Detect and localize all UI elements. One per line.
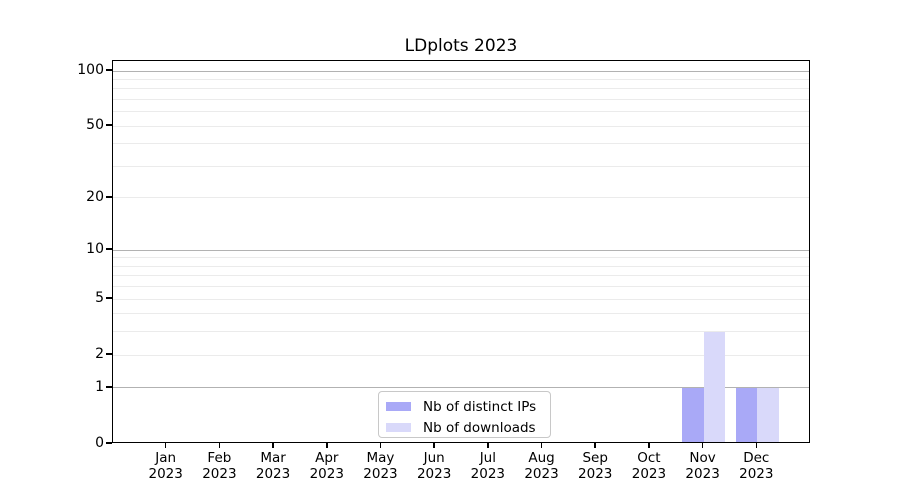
- y-gridline-minor: [113, 88, 809, 90]
- y-gridline-major: [113, 70, 809, 72]
- y-gridline-minor: [113, 265, 809, 267]
- x-tick: [594, 443, 596, 448]
- x-tick-label-month: Nov: [689, 450, 716, 466]
- x-tick-label-year: 2023: [255, 466, 291, 482]
- x-tick-label: Mar 2023: [245, 450, 301, 482]
- y-tick: [106, 442, 112, 444]
- x-tick-label-month: Feb: [207, 450, 232, 466]
- x-tick-label-year: 2023: [148, 466, 183, 482]
- x-tick-label-year: 2023: [578, 466, 613, 482]
- x-tick-label: Nov 2023: [675, 450, 731, 482]
- x-tick-label: Aug 2023: [514, 450, 570, 482]
- y-tick: [106, 69, 112, 71]
- x-tick: [272, 443, 274, 448]
- x-tick-label-month: Jul: [479, 450, 496, 466]
- y-tick: [106, 297, 112, 299]
- x-tick-label-month: Apr: [315, 450, 339, 466]
- x-tick-label-month: Jun: [423, 450, 445, 466]
- x-tick-label: Sep 2023: [567, 450, 623, 482]
- x-tick-label: Jul 2023: [460, 450, 516, 482]
- legend-label-downloads: Nb of downloads: [423, 419, 536, 436]
- bar-nov-downloads: [703, 331, 726, 443]
- legend-swatch-distinct-ips: [386, 402, 411, 411]
- y-gridline-minor: [113, 298, 809, 300]
- x-tick-label-year: 2023: [202, 466, 237, 482]
- y-gridline-minor: [113, 313, 809, 315]
- x-tick-label-year: 2023: [739, 466, 774, 482]
- y-tick: [106, 386, 112, 388]
- x-tick: [379, 443, 382, 448]
- y-tick-label: 20: [86, 188, 104, 205]
- x-tick-label: May 2023: [352, 450, 408, 482]
- y-gridline-minor: [113, 257, 809, 259]
- x-tick: [164, 443, 167, 448]
- y-tick: [106, 248, 112, 250]
- y-tick-label: 50: [86, 117, 104, 134]
- bar-nov-distinct-ips: [682, 387, 704, 443]
- plot-area: [112, 60, 810, 443]
- y-tick-label: 0: [95, 435, 104, 451]
- y-tick-label: 10: [86, 241, 104, 258]
- x-tick-label-year: 2023: [631, 466, 667, 482]
- y-gridline-minor: [113, 125, 809, 127]
- x-tick-label-year: 2023: [416, 466, 452, 482]
- y-gridline-minor: [113, 165, 809, 167]
- x-tick-label-year: 2023: [685, 466, 720, 482]
- bar-dec-downloads: [757, 387, 779, 443]
- y-gridline-major: [113, 387, 809, 389]
- x-tick-label-year: 2023: [363, 466, 398, 482]
- y-gridline-minor: [113, 197, 809, 199]
- x-tick-label: Jan 2023: [138, 450, 194, 482]
- x-tick: [218, 443, 221, 448]
- y-gridline-major: [113, 249, 809, 251]
- x-tick-label-month: Aug: [528, 450, 555, 466]
- x-tick-label-month: May: [366, 450, 395, 466]
- y-gridline-minor: [113, 143, 809, 145]
- legend: Nb of distinct IPs Nb of downloads: [378, 391, 551, 438]
- x-tick-label-month: Sep: [582, 450, 608, 466]
- y-tick: [106, 196, 112, 198]
- legend-entry-distinct-ips: Nb of distinct IPs: [386, 397, 540, 416]
- x-tick-label: Oct 2023: [621, 450, 677, 482]
- x-tick-label: Apr 2023: [299, 450, 355, 482]
- x-tick-label-year: 2023: [524, 466, 559, 482]
- y-gridline-minor: [113, 98, 809, 100]
- legend-entry-downloads: Nb of downloads: [386, 418, 540, 437]
- y-gridline-minor: [113, 354, 809, 356]
- x-tick-label-year: 2023: [309, 466, 344, 482]
- x-tick-label: Dec 2023: [728, 450, 784, 482]
- y-gridline-minor: [113, 275, 809, 277]
- x-tick: [487, 443, 489, 448]
- x-tick-label-month: Oct: [637, 450, 661, 466]
- y-tick: [106, 353, 112, 355]
- x-tick-label-month: Mar: [260, 450, 286, 466]
- chart-title: LDplots 2023: [404, 36, 518, 56]
- bar-dec-distinct-ips: [735, 387, 758, 443]
- y-tick-label: 100: [77, 62, 104, 78]
- x-tick: [701, 443, 704, 448]
- y-tick-label: 1: [95, 378, 104, 395]
- y-gridline-minor: [113, 331, 809, 333]
- x-tick: [326, 443, 328, 448]
- y-gridline-minor: [113, 111, 809, 113]
- y-tick-label: 5: [95, 290, 104, 307]
- x-tick: [540, 443, 543, 448]
- x-tick: [648, 443, 650, 448]
- x-tick-label-year: 2023: [470, 466, 506, 482]
- legend-label-distinct-ips: Nb of distinct IPs: [423, 398, 537, 415]
- y-gridline-minor: [113, 286, 809, 288]
- x-tick: [433, 443, 435, 448]
- x-tick-label-month: Jan: [155, 450, 177, 466]
- y-tick-label: 2: [95, 346, 104, 363]
- x-tick-label: Feb 2023: [191, 450, 247, 482]
- y-gridline-minor: [113, 78, 809, 80]
- x-tick: [755, 443, 758, 448]
- x-tick-label-month: Dec: [743, 450, 770, 466]
- x-tick-label: Jun 2023: [406, 450, 462, 482]
- legend-swatch-downloads: [386, 423, 411, 432]
- y-tick: [106, 124, 112, 126]
